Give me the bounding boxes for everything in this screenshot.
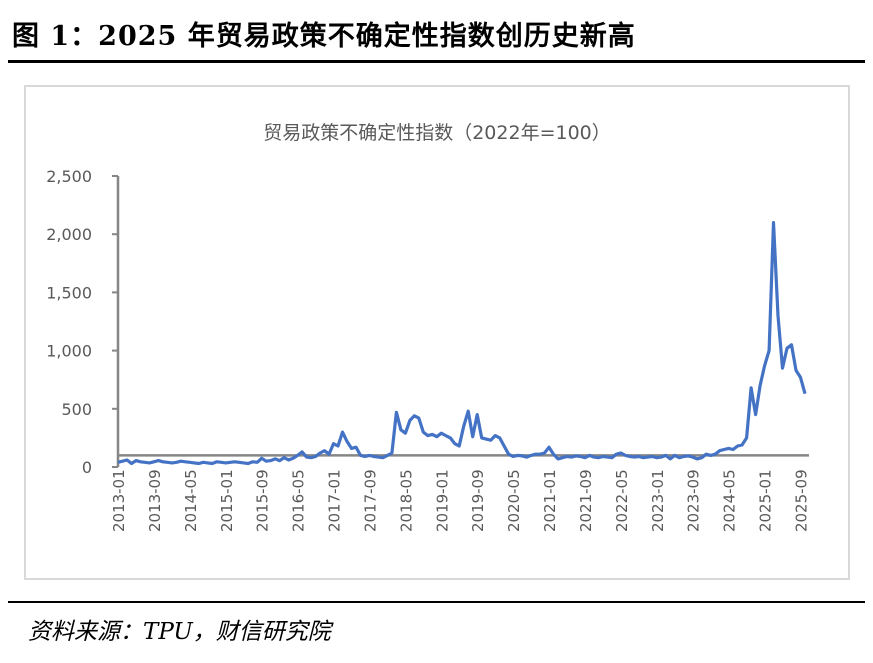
line-chart: 贸易政策不确定性指数（2022年=100） 0 500 1,000 1,500 2,00…: [46, 122, 810, 532]
source-rule: [8, 601, 865, 603]
source-note: 资料来源：TPU，财信研究院: [28, 619, 331, 645]
tpu-index-line: [117, 221, 807, 466]
chart-frame: 贸易政策不确定性指数（2022年=100） 0 500 1,000 1,500 2,00…: [24, 85, 850, 580]
x-tick-label: 2019-09: [469, 469, 487, 532]
x-tick-label: 2022-05: [613, 469, 631, 532]
x-tick-label: 2024-05: [721, 469, 739, 532]
y-tick-label: 1,500: [46, 283, 92, 302]
x-tick-label: 2017-01: [326, 469, 344, 532]
x-tick-label: 2015-09: [254, 469, 272, 532]
x-tick-label: 2021-09: [577, 469, 595, 532]
chart-title: 贸易政策不确定性指数（2022年=100）: [263, 122, 611, 144]
x-tick-label: 2025-09: [792, 469, 810, 532]
x-tick-label: 2015-01: [218, 469, 236, 532]
y-tick-label: 2,500: [46, 167, 92, 186]
x-tick-label: 2021-01: [541, 469, 559, 532]
y-tick-label: 500: [61, 400, 92, 419]
title-rule: [8, 60, 865, 63]
figure-title: 图 1：2025 年贸易政策不确定性指数创历史新高: [12, 21, 636, 52]
x-tick-label: 2017-09: [361, 469, 379, 532]
x-tick-label: 2019-01: [433, 469, 451, 532]
x-tick-label: 2013-01: [110, 469, 128, 532]
y-tick-label: 2,000: [46, 225, 92, 244]
x-tick-label: 2025-01: [757, 469, 775, 532]
x-tick-label: 2020-05: [505, 469, 523, 532]
x-tick-label: 2013-09: [146, 469, 164, 532]
x-tick-label: 2014-05: [182, 469, 200, 532]
y-tick-label: 0: [82, 458, 92, 477]
x-axis: 2013-01 2013-09 2014-05 2015-01 2015-09 2016-…: [110, 454, 810, 532]
x-tick-label: 2016-05: [290, 469, 308, 532]
y-axis: 0 500 1,000 1,500 2,000 2,500: [46, 167, 120, 477]
y-tick-label: 1,000: [46, 342, 92, 361]
x-tick-label: 2023-09: [685, 469, 703, 532]
series-tpu: [117, 221, 807, 466]
x-tick-label: 2023-01: [649, 469, 667, 532]
x-tick-label: 2018-05: [397, 469, 415, 532]
